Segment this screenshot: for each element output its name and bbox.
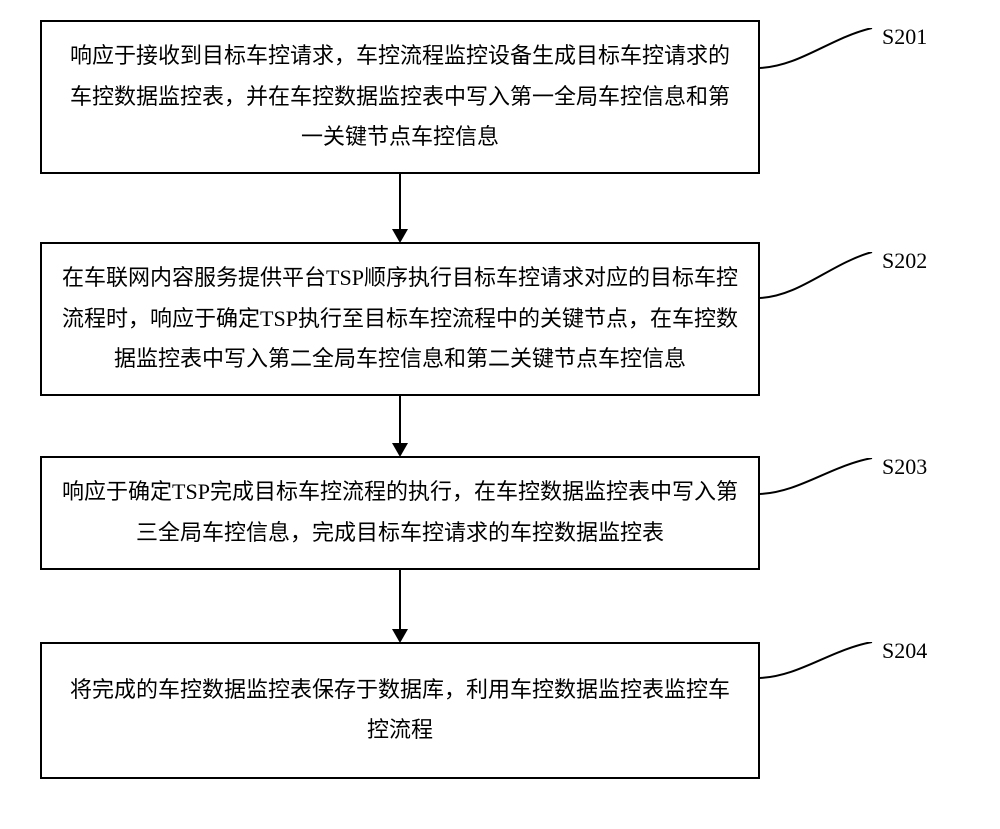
flow-step-row: 将完成的车控数据监控表保存于数据库，利用车控数据监控表监控车控流程 S204 — [40, 642, 960, 779]
step-label: S202 — [882, 248, 927, 274]
label-connector-curve — [760, 642, 880, 682]
flow-step-row: 在车联网内容服务提供平台TSP顺序执行目标车控请求对应的目标车控流程时，响应于确… — [40, 242, 960, 396]
flow-step-box: 在车联网内容服务提供平台TSP顺序执行目标车控请求对应的目标车控流程时，响应于确… — [40, 242, 760, 396]
flow-step-row: 响应于确定TSP完成目标车控流程的执行，在车控数据监控表中写入第三全局车控信息，… — [40, 456, 960, 569]
label-connector-curve — [760, 458, 880, 498]
flow-arrow — [399, 570, 401, 642]
flow-step-row: 响应于接收到目标车控请求，车控流程监控设备生成目标车控请求的车控数据监控表，并在… — [40, 20, 960, 174]
flow-step-box: 将完成的车控数据监控表保存于数据库，利用车控数据监控表监控车控流程 — [40, 642, 760, 779]
step-label: S204 — [882, 638, 927, 664]
label-connector-curve — [760, 28, 880, 72]
step-label: S201 — [882, 24, 927, 50]
flowchart-container: 响应于接收到目标车控请求，车控流程监控设备生成目标车控请求的车控数据监控表，并在… — [40, 20, 960, 779]
flow-step-box: 响应于确定TSP完成目标车控流程的执行，在车控数据监控表中写入第三全局车控信息，… — [40, 456, 760, 569]
flow-arrow — [399, 396, 401, 456]
step-label: S203 — [882, 454, 927, 480]
flow-step-box: 响应于接收到目标车控请求，车控流程监控设备生成目标车控请求的车控数据监控表，并在… — [40, 20, 760, 174]
label-connector-curve — [760, 252, 880, 304]
flow-arrow — [399, 174, 401, 242]
